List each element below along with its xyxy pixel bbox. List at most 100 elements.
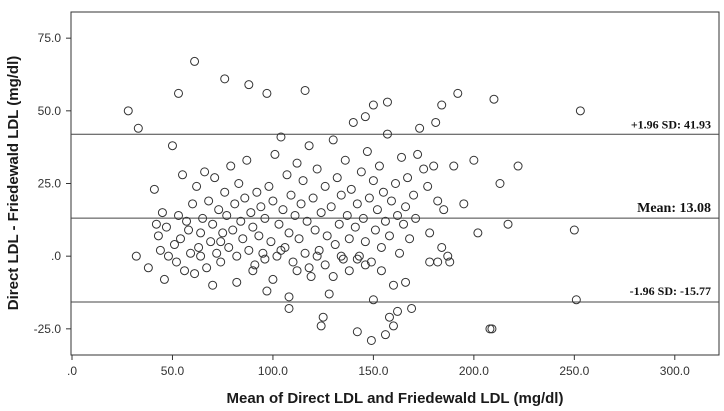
data-point <box>220 187 230 197</box>
data-point <box>182 216 192 226</box>
data-point <box>326 202 336 212</box>
data-point <box>569 225 579 235</box>
data-point <box>250 260 260 270</box>
data-point <box>397 152 407 162</box>
data-point <box>503 219 513 229</box>
data-point <box>163 251 173 261</box>
data-point <box>173 88 183 98</box>
x-tick-label: 200.0 <box>459 364 489 378</box>
data-point <box>449 161 459 171</box>
data-point <box>401 277 411 287</box>
data-point <box>149 184 159 194</box>
data-point <box>304 263 314 273</box>
data-point <box>248 266 258 276</box>
data-point <box>401 202 411 212</box>
data-point <box>443 251 453 261</box>
data-point <box>244 80 254 90</box>
data-point <box>374 161 384 171</box>
plot-frame <box>70 11 720 356</box>
data-point <box>284 303 294 313</box>
data-point <box>248 222 258 232</box>
data-point <box>304 141 314 151</box>
data-point <box>198 213 208 223</box>
data-point <box>388 280 398 290</box>
data-point <box>133 123 143 133</box>
data-point <box>322 231 332 241</box>
data-point <box>348 117 358 127</box>
data-point <box>338 254 348 264</box>
data-point <box>407 303 417 313</box>
data-point <box>411 213 421 223</box>
data-point <box>312 251 322 261</box>
data-point <box>386 196 396 206</box>
data-point <box>206 237 216 247</box>
data-point <box>143 263 153 273</box>
y-tick-label: .0 <box>51 249 61 263</box>
data-point <box>256 202 266 212</box>
data-point <box>151 219 161 229</box>
data-point <box>376 266 386 276</box>
data-point <box>262 286 272 296</box>
data-point <box>391 179 401 188</box>
data-point <box>314 245 324 255</box>
data-point <box>288 257 298 267</box>
data-point <box>208 219 218 229</box>
data-point <box>153 231 163 241</box>
data-point <box>370 225 380 235</box>
y-axis-ticks: -25.0 .0 25.0 50.0 75.0 <box>34 31 71 336</box>
data-point <box>194 242 204 252</box>
data-point <box>336 251 346 261</box>
reference-line-label: -1.96 SD: -15.77 <box>630 284 711 298</box>
data-point <box>384 312 394 322</box>
data-point <box>433 196 443 206</box>
data-point <box>294 234 304 244</box>
x-tick-label: 150.0 <box>358 364 388 378</box>
data-point <box>232 251 242 261</box>
data-point <box>425 228 435 238</box>
data-point <box>270 149 280 159</box>
data-point <box>268 196 278 206</box>
data-point <box>423 181 433 191</box>
data-point <box>192 181 202 191</box>
data-point <box>167 141 177 151</box>
data-point <box>320 181 330 191</box>
data-point <box>431 117 441 127</box>
data-point <box>204 196 214 206</box>
data-point <box>360 260 370 270</box>
data-point <box>212 248 222 258</box>
data-point <box>226 161 236 171</box>
data-point <box>236 216 246 226</box>
data-point <box>384 231 394 241</box>
data-point <box>473 228 483 238</box>
data-point <box>342 210 352 220</box>
data-point <box>208 280 218 290</box>
data-point <box>403 173 413 183</box>
y-tick-label: 25.0 <box>38 177 62 191</box>
data-point <box>405 234 415 244</box>
data-point <box>330 240 340 250</box>
data-point <box>292 158 302 168</box>
data-point <box>268 274 278 284</box>
y-tick-label: 75.0 <box>38 31 62 45</box>
data-point <box>575 106 585 116</box>
data-point <box>366 335 376 345</box>
data-point <box>216 237 226 247</box>
data-point <box>276 132 286 142</box>
data-point <box>328 135 338 145</box>
data-point <box>190 56 200 66</box>
data-point <box>409 190 419 200</box>
data-point <box>334 219 344 229</box>
x-axis-title: Mean of Direct LDL and Friedewald LDL (m… <box>227 390 564 407</box>
data-point <box>222 210 232 220</box>
data-point <box>178 170 188 180</box>
data-point <box>282 170 292 180</box>
data-point <box>284 228 294 238</box>
y-tick-label: 50.0 <box>38 104 62 118</box>
data-point <box>228 225 238 235</box>
data-point <box>340 155 350 165</box>
x-tick-label: 100.0 <box>258 364 288 378</box>
data-point <box>159 274 169 284</box>
data-point <box>366 257 376 267</box>
data-point <box>196 251 206 261</box>
y-tick-label: -25.0 <box>34 322 62 336</box>
